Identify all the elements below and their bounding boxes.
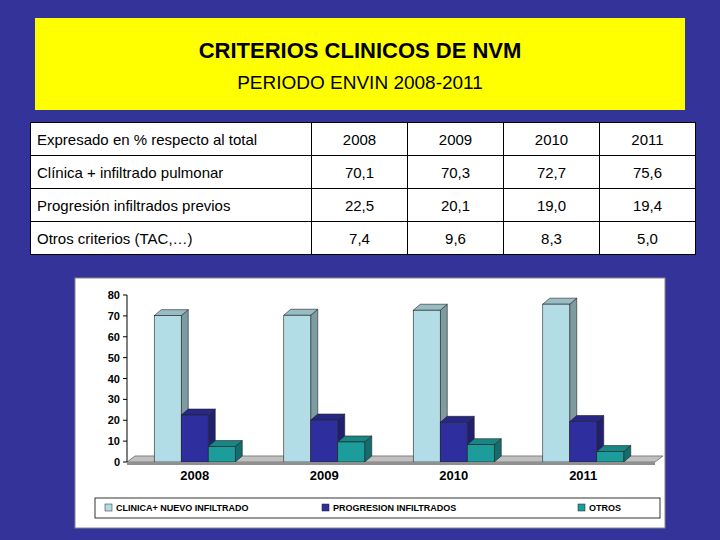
y-tick-label: 60 <box>108 331 120 343</box>
cell: 2009 <box>408 123 504 156</box>
y-tick <box>123 420 127 421</box>
table-row: Otros criterios (TAC,…)7,49,68,35,0 <box>31 222 696 255</box>
bar-top <box>570 416 604 422</box>
bar-front <box>570 422 597 462</box>
cell: 22,5 <box>312 189 408 222</box>
bar-front <box>181 415 208 462</box>
bar-top <box>467 439 501 445</box>
bar-front <box>311 420 338 462</box>
y-tick-label: 80 <box>108 289 120 301</box>
title: CRITERIOS CLINICOS DE NVM <box>35 38 685 64</box>
row-label: Expresado en % respecto al total <box>31 123 312 156</box>
y-tick <box>123 399 127 400</box>
table-row: Progresión infiltrados previos22,520,119… <box>31 189 696 222</box>
row-label: Clínica + infiltrado pulmonar <box>31 156 312 189</box>
bar-top <box>338 436 372 442</box>
bar <box>338 436 372 462</box>
cell: 8,3 <box>504 222 600 255</box>
cell: 19,0 <box>504 189 600 222</box>
floor-edge <box>127 462 655 465</box>
cell: 19,4 <box>600 189 696 222</box>
bar-front <box>284 315 311 462</box>
cell: 2011 <box>600 123 696 156</box>
bar-top <box>597 446 631 452</box>
legend-label: CLINICA+ NUEVO INFILTRADO <box>116 503 249 513</box>
legend-label: OTROS <box>589 503 621 513</box>
x-tick-label: 2011 <box>569 468 597 483</box>
cell: 70,3 <box>408 156 504 189</box>
bar <box>208 441 242 462</box>
x-tick-label: 2010 <box>439 468 468 483</box>
bar-front <box>413 310 440 462</box>
bar-top <box>440 416 474 422</box>
bar <box>597 446 631 462</box>
legend-frame <box>95 498 660 518</box>
cell: 72,7 <box>504 156 600 189</box>
bar-front <box>440 422 467 462</box>
x-tick-label: 2008 <box>180 468 209 483</box>
chart-background <box>75 278 665 528</box>
bar-top <box>413 304 447 310</box>
y-tick-label: 20 <box>108 414 120 426</box>
bar-front <box>338 442 365 462</box>
y-tick <box>123 336 127 337</box>
cell: 5,0 <box>600 222 696 255</box>
bar-top <box>181 409 215 415</box>
row-label: Progresión infiltrados previos <box>31 189 312 222</box>
cell: 20,1 <box>408 189 504 222</box>
y-tick <box>123 441 127 442</box>
x-tick-label: 2009 <box>310 468 339 483</box>
bar-top <box>154 310 188 316</box>
y-tick-label: 50 <box>108 352 120 364</box>
cell: 7,4 <box>312 222 408 255</box>
y-tick <box>123 315 127 316</box>
y-tick-label: 40 <box>108 373 120 385</box>
bar-front <box>597 452 624 462</box>
y-tick-label: 0 <box>114 456 120 468</box>
cell: 70,1 <box>312 156 408 189</box>
cell: 2010 <box>504 123 600 156</box>
chart: 010203040506070802008200920102011CLINICA… <box>0 0 720 540</box>
y-tick-label: 10 <box>108 435 120 447</box>
y-tick <box>123 295 127 296</box>
bar-front <box>543 304 570 462</box>
legend-swatch <box>578 504 585 511</box>
bars <box>154 298 631 462</box>
y-tick-label: 30 <box>108 393 120 405</box>
cell: 2008 <box>312 123 408 156</box>
bar <box>467 439 501 462</box>
y-tick <box>123 357 127 358</box>
bar-front <box>208 447 235 462</box>
legend-label: PROGRESION INFILTRADOS <box>333 503 456 513</box>
bar-top <box>208 441 242 447</box>
bar-top <box>543 298 577 304</box>
y-tick <box>123 378 127 379</box>
bar-top <box>311 414 345 420</box>
legend-swatch <box>322 504 329 511</box>
bar-front <box>154 316 181 462</box>
bar-top <box>284 309 318 315</box>
y-tick <box>123 462 127 463</box>
bar-front <box>467 445 494 462</box>
header: CRITERIOS CLINICOS DE NVM PERIODO ENVIN … <box>35 18 685 110</box>
cell: 75,6 <box>600 156 696 189</box>
subtitle: PERIODO ENVIN 2008-2011 <box>35 72 685 94</box>
legend-swatch <box>105 504 112 511</box>
row-label: Otros criterios (TAC,…) <box>31 222 312 255</box>
cell: 9,6 <box>408 222 504 255</box>
table-row: Clínica + infiltrado pulmonar70,170,372,… <box>31 156 696 189</box>
header-row: Expresado en % respecto al total20082009… <box>31 123 696 156</box>
data-table: Expresado en % respecto al total20082009… <box>30 122 696 255</box>
y-tick-label: 70 <box>108 310 120 322</box>
